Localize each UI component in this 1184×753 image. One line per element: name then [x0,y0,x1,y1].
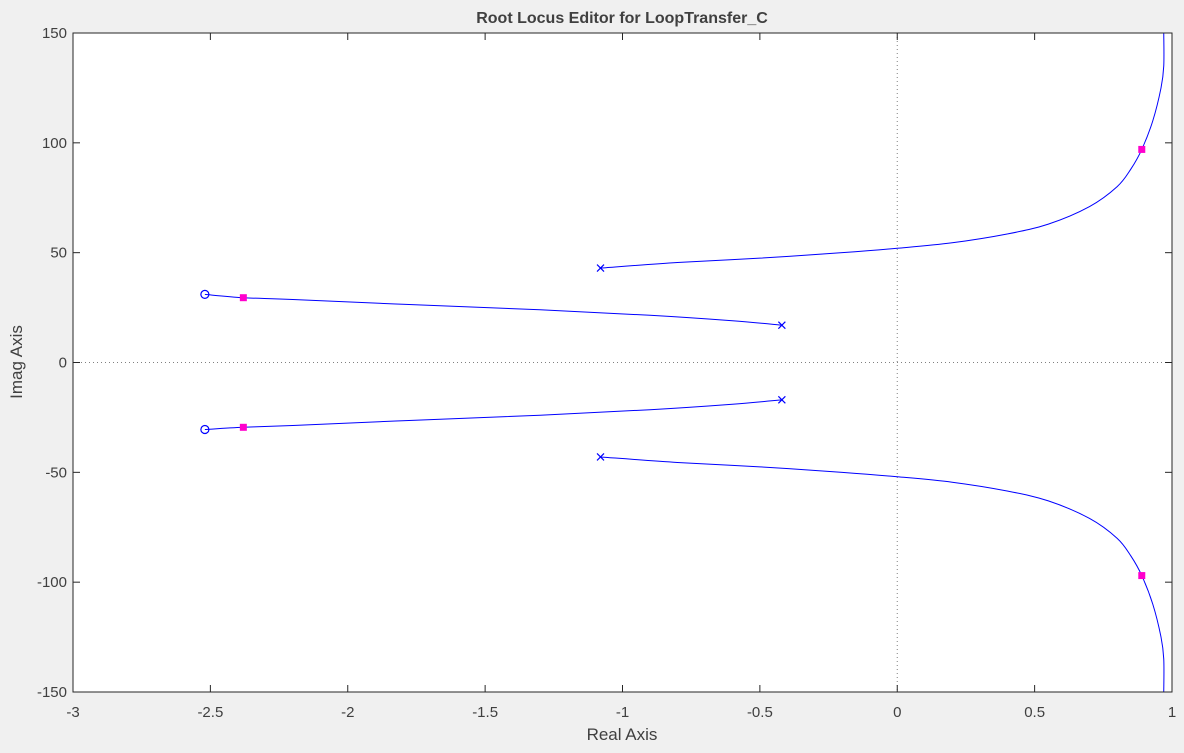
locus-branch [204,293,782,326]
x-axis-label: Real Axis [587,725,658,744]
x-axis-ticks: -3 -2.5 -2 -1.5 -1 -0.5 0 0.5 1 [66,33,1176,721]
y-tick-label: 0 [59,355,67,372]
chart-title: Root Locus Editor for LoopTransfer_C [476,10,768,27]
y-tick-label: -100 [37,574,67,591]
open-loop-pole-marker [777,321,786,330]
x-tick-label: -2.5 [197,704,223,721]
x-tick-label: -0.5 [747,704,773,721]
y-tick-label: 100 [42,135,67,152]
pole-x-stroke [777,321,786,330]
closed-loop-pole-marker [1138,145,1146,153]
y-axis-ticks: -150 -100 -50 0 50 100 150 [37,25,1172,701]
open-loop-pole-marker [596,453,605,461]
x-tick-label: -3 [66,704,79,721]
open-loop-pole-marker [596,264,605,272]
plot-area[interactable] [73,33,1172,692]
open-loop-pole-marker [777,395,786,404]
locus-branch [204,399,782,430]
pole-x-stroke [596,264,605,272]
y-axis-label: Imag Axis [7,325,26,399]
pole-x-stroke [777,395,786,404]
x-tick-label: -1 [616,704,629,721]
locus-branches [204,32,1165,693]
y-tick-label: -50 [45,464,67,481]
pole-x-stroke [596,453,605,461]
locus-branch [600,456,1165,693]
y-tick-label: -150 [37,684,67,701]
closed-loop-pole-marker [239,423,247,431]
locus-branch [600,32,1165,269]
open-loop-zero-marker [200,424,210,435]
x-tick-label: -2 [341,704,354,721]
x-tick-label: 0.5 [1024,704,1045,721]
x-tick-label: 1 [1168,704,1176,721]
open-loop-zero-marker [200,289,210,300]
y-tick-label: 50 [50,245,67,262]
closed-loop-pole-marker [1138,572,1146,580]
x-tick-label: -1.5 [472,704,498,721]
x-tick-label: 0 [893,704,901,721]
closed-loop-pole-marker [239,294,247,302]
y-tick-label: 150 [42,25,67,42]
locus-markers [200,145,1146,580]
